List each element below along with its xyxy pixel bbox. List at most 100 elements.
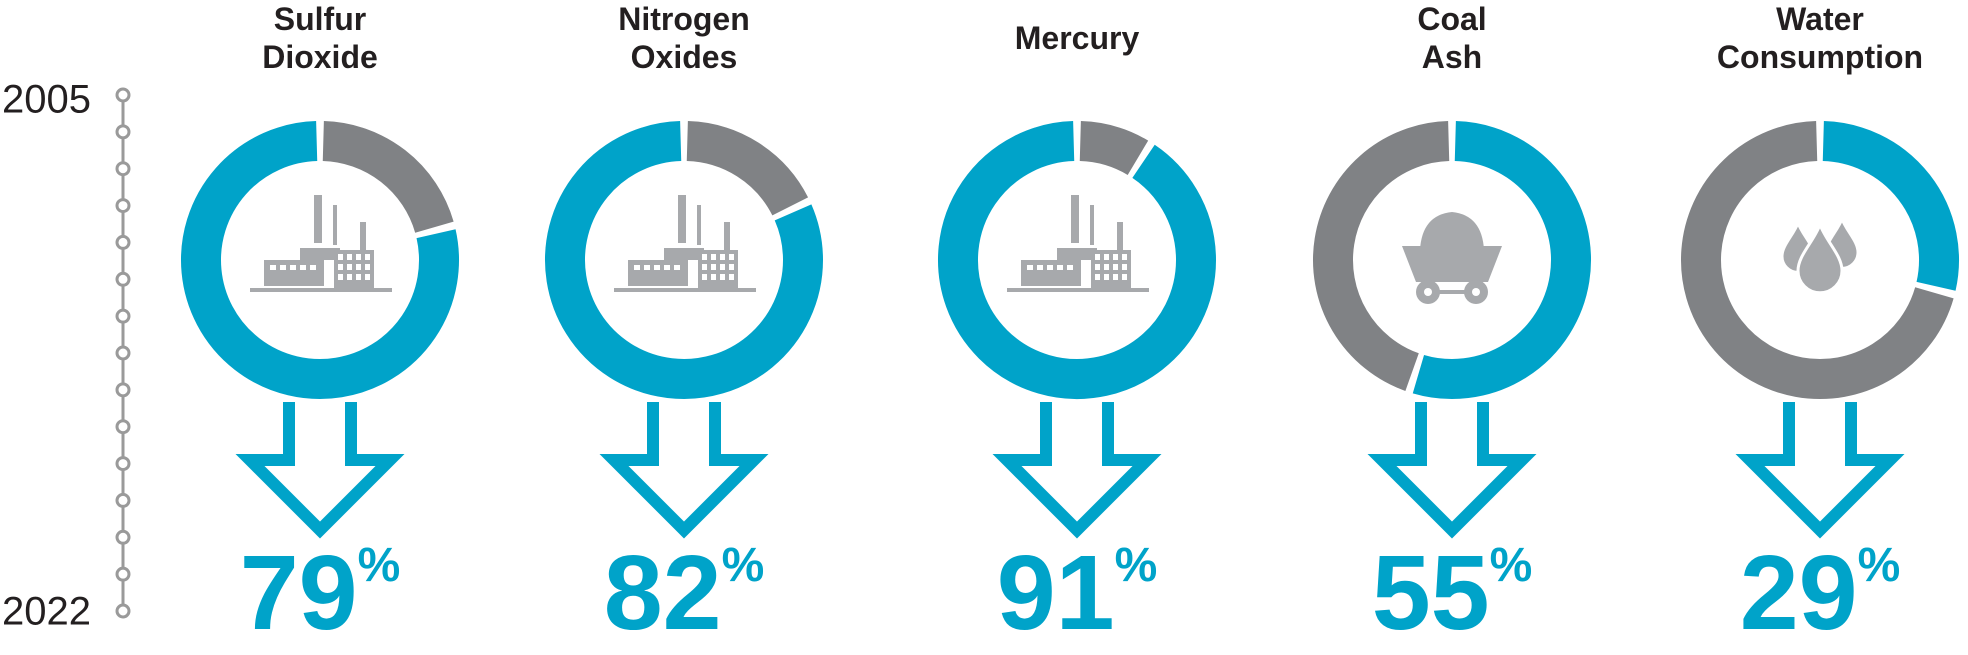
donut-remainder: [1313, 121, 1450, 391]
icon-window: [654, 265, 660, 270]
donut-remainder: [1681, 121, 1954, 399]
icon-window: [1113, 254, 1118, 260]
icon-window: [729, 254, 734, 260]
icon-part: [300, 248, 340, 260]
chart-title: Water Consumption: [1717, 0, 1923, 76]
value-label: 55%: [1371, 534, 1533, 652]
icon-window: [1027, 265, 1033, 270]
icon-part: [1117, 222, 1123, 250]
icon-window: [1095, 264, 1100, 270]
icon-window: [720, 264, 725, 270]
icon-part: [628, 260, 688, 286]
icon-window: [1047, 265, 1053, 270]
icon-window: [280, 265, 286, 270]
icon-window: [1037, 265, 1043, 270]
icon-window: [347, 254, 352, 260]
icon-window: [1057, 265, 1063, 270]
icon-window: [338, 274, 343, 280]
coal-cart-icon: [1402, 212, 1502, 304]
icon-part: [678, 195, 686, 243]
icon-window: [711, 254, 716, 260]
icon-window: [310, 265, 316, 270]
icon-window: [1095, 274, 1100, 280]
icon-window: [702, 264, 707, 270]
icon-window: [1122, 264, 1127, 270]
icon-part: [333, 205, 337, 245]
icon-window: [356, 264, 361, 270]
icon-drop: [1796, 220, 1844, 295]
icon-part: [1438, 290, 1466, 294]
chart-title-text: Sulfur Dioxide: [262, 1, 378, 75]
icon-part: [1090, 205, 1094, 245]
icon-part: [314, 195, 322, 243]
icon-window: [1067, 265, 1073, 270]
icon-window: [720, 274, 725, 280]
icon-part: [664, 248, 704, 260]
timeline-dot: [115, 124, 131, 140]
icon-hub: [1472, 288, 1480, 296]
donut-remainder: [322, 121, 454, 234]
factory-icon: [614, 195, 756, 292]
icon-window: [347, 274, 352, 280]
chart-title-text: Mercury: [1014, 20, 1140, 56]
timeline-dot: [115, 308, 131, 324]
value-label: 91%: [996, 534, 1158, 652]
water-icon: [1780, 214, 1860, 295]
icon-window: [674, 265, 680, 270]
icon-part: [1057, 248, 1097, 260]
chart-title-text: Coal Ash: [1417, 1, 1487, 75]
donut-segment: [181, 121, 459, 399]
icon-window: [1122, 274, 1127, 280]
chart-title: Coal Ash: [1417, 0, 1486, 76]
icon-window: [634, 265, 640, 270]
donut-segment: [1412, 121, 1591, 399]
icon-window: [300, 265, 306, 270]
donut-segment: [1822, 121, 1959, 291]
icon-window: [1113, 274, 1118, 280]
icon-window: [338, 254, 343, 260]
donut-remainder: [1079, 121, 1149, 176]
timeline-dot: [115, 456, 131, 472]
icon-window: [356, 254, 361, 260]
icon-hub: [1424, 288, 1432, 296]
value-label: 82%: [603, 534, 765, 652]
icon-part: [1021, 260, 1081, 286]
down-arrow: [235, 402, 405, 539]
icon-part: [250, 288, 392, 292]
timeline-dot: [115, 345, 131, 361]
icon-window: [702, 274, 707, 280]
icon-window: [711, 264, 716, 270]
down-arrow: [1735, 402, 1905, 539]
value-label: 79%: [239, 534, 401, 652]
icon-window: [1104, 264, 1109, 270]
icon-window: [1122, 254, 1127, 260]
chart-title: Sulfur Dioxide: [262, 0, 378, 76]
icon-window: [1104, 274, 1109, 280]
timeline-dot: [115, 198, 131, 214]
icon-part: [1007, 288, 1149, 292]
icon-window: [365, 274, 370, 280]
icon-window: [290, 265, 296, 270]
icon-window: [356, 274, 361, 280]
timeline-dot: [115, 492, 131, 508]
icon-window: [1113, 264, 1118, 270]
chart-title-text: Nitrogen Oxides: [618, 1, 750, 75]
chart-title: Mercury: [1015, 0, 1140, 76]
icon-window: [1095, 254, 1100, 260]
icon-part: [724, 222, 730, 250]
timeline-start: 2005: [2, 77, 91, 122]
icon-window: [720, 254, 725, 260]
timeline-dot: [115, 161, 131, 177]
timeline-dot: [115, 529, 131, 545]
icon-part: [360, 222, 366, 250]
down-arrow: [992, 402, 1162, 539]
icon-window: [729, 274, 734, 280]
icon-part: [264, 260, 324, 286]
icon-window: [365, 264, 370, 270]
donut-segment: [938, 121, 1216, 399]
timeline-dot: [115, 271, 131, 287]
timeline-dot: [115, 234, 131, 250]
icon-window: [365, 254, 370, 260]
